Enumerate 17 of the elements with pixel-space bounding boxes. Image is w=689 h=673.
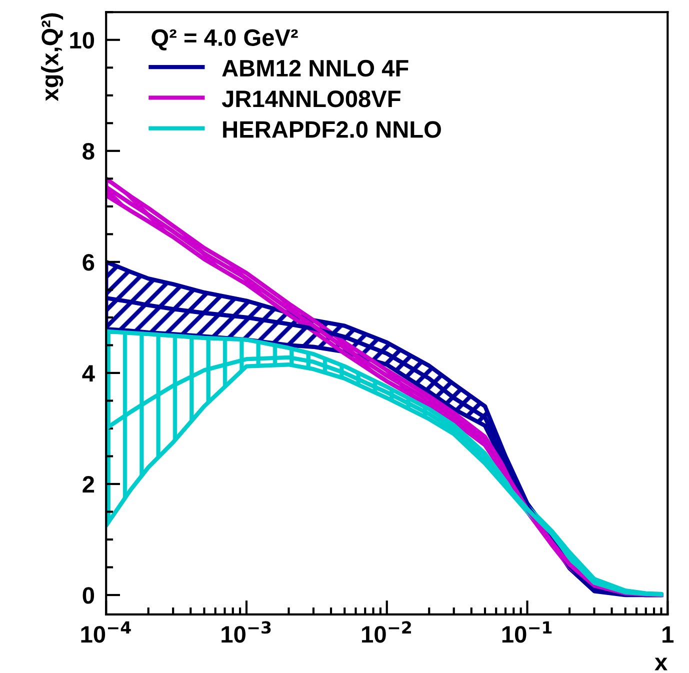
x-tick-label: 1 (662, 626, 674, 643)
y-tick-label: 2 (82, 476, 94, 493)
y-tick-label: 6 (82, 254, 94, 271)
y-tick-label: 4 (82, 365, 95, 382)
y-axis-title: xg(x,Q²) (41, 13, 64, 102)
legend-label: HERAPDF2.0 NNLO (223, 121, 441, 138)
x-tick-label: 10$^{−3}$ (222, 621, 271, 643)
x-tick-label: 10$^{−4}$ (81, 621, 131, 643)
y-tick-label: 10 (70, 32, 94, 49)
legend-label: JR14NNLO08VF (222, 90, 400, 108)
legend-title: Q² = 4.0 GeV² (152, 29, 298, 50)
x-axis-title: x (654, 658, 668, 670)
x-tick-label: 10$^{−2}$ (362, 621, 411, 643)
legend-label: ABM12 NNLO 4F (222, 60, 408, 77)
y-tick-label: 8 (82, 142, 94, 160)
x-tick-label: 10$^{−1}$ (502, 621, 552, 643)
y-tick-label: 0 (82, 587, 94, 604)
